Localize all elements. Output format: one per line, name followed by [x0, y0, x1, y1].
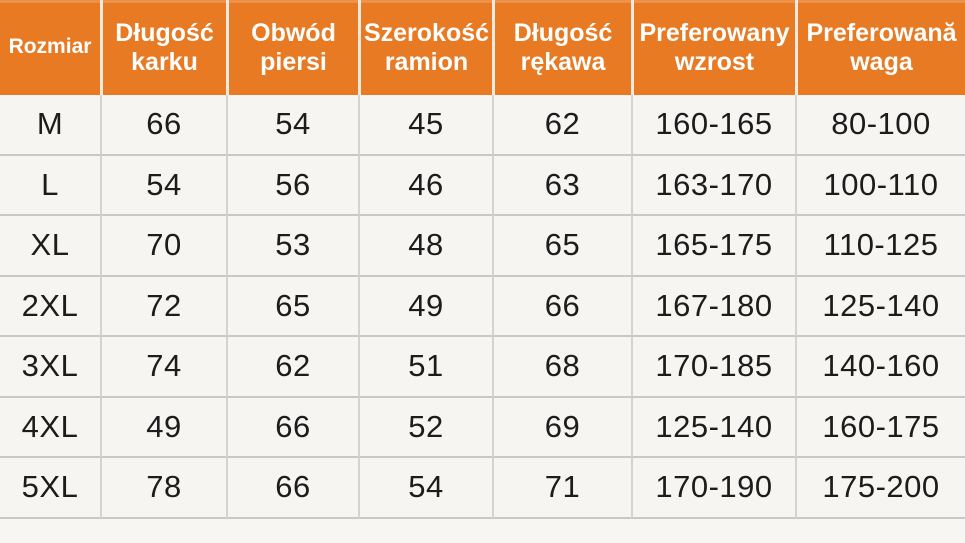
- table-cell: 48: [358, 216, 492, 277]
- table-cell: 62: [492, 95, 631, 156]
- table-cell: 49: [358, 276, 492, 337]
- table-cell: 49: [100, 397, 226, 458]
- table-cell: 66: [226, 458, 358, 519]
- table-cell: 71: [492, 458, 631, 519]
- table-cell: 100-110: [795, 155, 965, 216]
- size-label-cell: M: [0, 95, 100, 156]
- table-cell: 163-170: [631, 155, 795, 216]
- size-label-cell: XL: [0, 216, 100, 277]
- table-cell: 65: [226, 276, 358, 337]
- table-cell: 69: [492, 397, 631, 458]
- column-header-preferowana-waga: Preferowană waga: [795, 0, 965, 95]
- size-chart-table: Rozmiar Długość karku Obwód piersi Szero…: [0, 0, 965, 519]
- size-label-cell: 2XL: [0, 276, 100, 337]
- table-cell: 56: [226, 155, 358, 216]
- size-label-cell: L: [0, 155, 100, 216]
- table-cell: 54: [226, 95, 358, 156]
- table-cell: 165-175: [631, 216, 795, 277]
- column-header-obwod-piersi: Obwód piersi: [226, 0, 358, 95]
- column-header-szerokosc-ramion: Szerokość ramion: [358, 0, 492, 95]
- size-label-cell: 3XL: [0, 337, 100, 398]
- table-cell: 80-100: [795, 95, 965, 156]
- table-cell: 110-125: [795, 216, 965, 277]
- column-header-dlugosc-karku: Długość karku: [100, 0, 226, 95]
- table-cell: 51: [358, 337, 492, 398]
- table-cell: 74: [100, 337, 226, 398]
- table-cell: 68: [492, 337, 631, 398]
- table-cell: 66: [492, 276, 631, 337]
- table-cell: 54: [358, 458, 492, 519]
- table-cell: 175-200: [795, 458, 965, 519]
- table-cell: 53: [226, 216, 358, 277]
- table-cell: 63: [492, 155, 631, 216]
- table-cell: 70: [100, 216, 226, 277]
- table-cell: 140-160: [795, 337, 965, 398]
- table-cell: 66: [226, 397, 358, 458]
- table-cell: 160-175: [795, 397, 965, 458]
- size-label-cell: 4XL: [0, 397, 100, 458]
- table-cell: 125-140: [795, 276, 965, 337]
- table-cell: 170-185: [631, 337, 795, 398]
- table-cell: 65: [492, 216, 631, 277]
- table-cell: 72: [100, 276, 226, 337]
- table-cell: 66: [100, 95, 226, 156]
- table-cell: 46: [358, 155, 492, 216]
- table-cell: 170-190: [631, 458, 795, 519]
- table-cell: 167-180: [631, 276, 795, 337]
- table-cell: 160-165: [631, 95, 795, 156]
- size-label-cell: 5XL: [0, 458, 100, 519]
- column-header-dlugosc-rekawa: Długość rękawa: [492, 0, 631, 95]
- table-cell: 78: [100, 458, 226, 519]
- table-cell: 125-140: [631, 397, 795, 458]
- table-cell: 62: [226, 337, 358, 398]
- table-cell: 52: [358, 397, 492, 458]
- table-cell: 45: [358, 95, 492, 156]
- column-header-preferowany-wzrost: Preferowany wzrost: [631, 0, 795, 95]
- column-header-rozmiar: Rozmiar: [0, 0, 100, 95]
- table-cell: 54: [100, 155, 226, 216]
